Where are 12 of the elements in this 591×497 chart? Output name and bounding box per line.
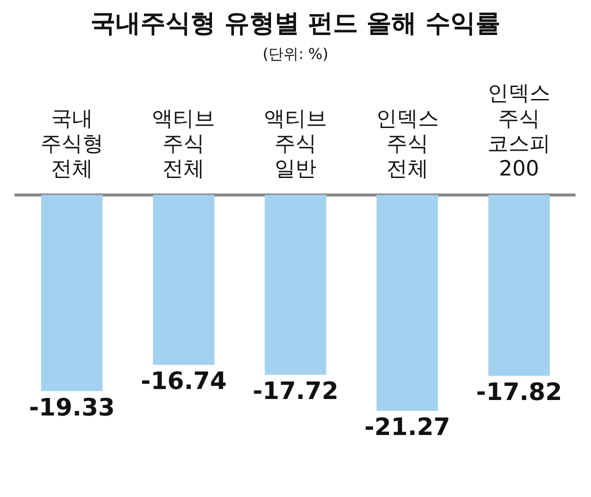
data-label: -19.33	[28, 393, 115, 422]
x-tick-label: 액티브 주식 일반	[264, 106, 327, 181]
chart-title: 국내주식형 유형별 펀드 올해 수익률	[90, 8, 500, 38]
data-label: -16.74	[140, 367, 227, 396]
chart-subtitle: (단위: %)	[262, 44, 328, 63]
data-label: -17.82	[476, 378, 562, 406]
x-tick-label: 인덱스 주식 코스피 200	[488, 81, 551, 181]
x-tick-label: 액티브 주식 전체	[152, 106, 216, 181]
data-label: -17.72	[252, 377, 338, 406]
x-tick-label: 인덱스 주식 전체	[376, 106, 439, 181]
data-label: -21.27	[364, 413, 450, 442]
x-tick-label: 국내 주식형 전체	[40, 106, 104, 181]
